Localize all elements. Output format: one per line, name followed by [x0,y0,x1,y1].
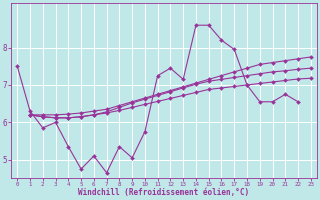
X-axis label: Windchill (Refroidissement éolien,°C): Windchill (Refroidissement éolien,°C) [78,188,250,197]
